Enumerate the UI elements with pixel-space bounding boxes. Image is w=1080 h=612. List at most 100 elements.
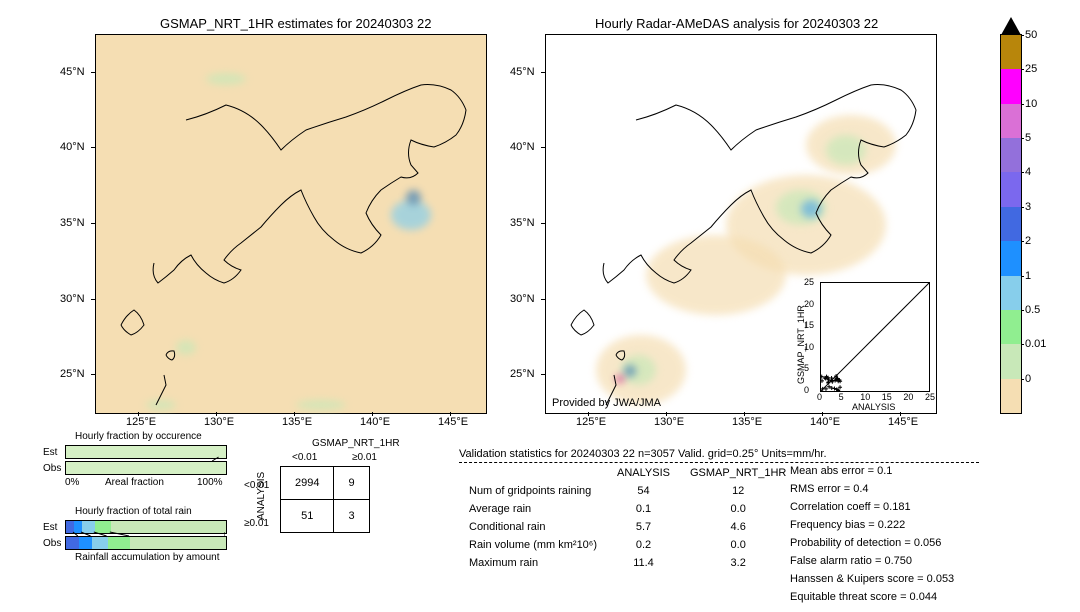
- xlabel-right: 100%: [197, 477, 223, 488]
- colorbar-segment: [1001, 69, 1021, 103]
- cont-col2: ≥0.01: [352, 452, 377, 463]
- inset-xtick: 10: [860, 392, 870, 402]
- tot-title: Hourly fraction of total rain: [75, 506, 192, 517]
- cell-22: 3: [334, 500, 369, 533]
- metric-row: False alarm ratio = 0.750: [790, 552, 954, 570]
- x-tick-label: 125°E: [576, 416, 606, 428]
- inset-ytick: 25: [804, 277, 814, 287]
- cell-11: 2994: [281, 467, 334, 500]
- colorbar-tick-label: 0.5: [1025, 304, 1040, 316]
- metric-row: RMS error = 0.4: [790, 480, 954, 498]
- x-tick-label: 125°E: [126, 416, 156, 428]
- scatter-inset: [820, 282, 930, 392]
- x-tick-label: 145°E: [888, 416, 918, 428]
- x-tick-label: 140°E: [810, 416, 840, 428]
- attribution-label: Provided by JWA/JMA: [552, 397, 661, 409]
- metric-row: Frequency bias = 0.222: [790, 516, 954, 534]
- inset-ylabel: GSMAP_NRT_1HR: [796, 305, 806, 384]
- stats-metrics: Mean abs error = 0.1RMS error = 0.4Corre…: [790, 462, 954, 606]
- metric-row: Hanssen & Kuipers score = 0.053: [790, 570, 954, 588]
- colorbar-tick-label: 5: [1025, 132, 1031, 144]
- xlabel-left: 0%: [65, 477, 79, 488]
- stat-val-a: 5.7: [607, 518, 680, 536]
- col-header-gsmap: GSMAP_NRT_1HR: [680, 464, 796, 482]
- inset-xtick: 15: [882, 392, 892, 402]
- y-tick-label: 25°N: [60, 368, 85, 380]
- metric-row: Mean abs error = 0.1: [790, 462, 954, 480]
- colorbar-tick-label: 1: [1025, 270, 1031, 282]
- metric-row: Probability of detection = 0.056: [790, 534, 954, 552]
- right-map-title: Hourly Radar-AMeDAS analysis for 2024030…: [595, 16, 878, 31]
- y-tick-label: 30°N: [60, 293, 85, 305]
- x-tick-label: 145°E: [438, 416, 468, 428]
- contingency-table: 29949 513: [280, 466, 370, 533]
- y-tick-label: 40°N: [60, 141, 85, 153]
- colorbar-tick-label: 0.01: [1025, 338, 1046, 350]
- colorbar-segment: [1001, 172, 1021, 206]
- stat-row-label: Maximum rain: [459, 554, 607, 572]
- stat-val-a: 0.2: [607, 536, 680, 554]
- colorbar-segment: [1001, 35, 1021, 69]
- occurrence-panel: Hourly fraction by occurence Est Obs 0% …: [65, 445, 265, 515]
- stat-val-b: 3.2: [680, 554, 796, 572]
- y-tick-label: 45°N: [60, 66, 85, 78]
- colorbar-segment: [1001, 104, 1021, 138]
- stat-row-label: Average rain: [459, 500, 607, 518]
- x-tick-label: 140°E: [360, 416, 390, 428]
- inset-xtick: 25: [925, 392, 935, 402]
- figure-root: GSMAP_NRT_1HR estimates for 20240303 22 …: [0, 0, 1080, 612]
- tot-footer: Rainfall accumulation by amount: [75, 552, 220, 563]
- cell-12: 9: [334, 467, 369, 500]
- colorbar-segment: [1001, 138, 1021, 172]
- total-rain-panel: Hourly fraction of total rain Est Obs Ra…: [65, 520, 265, 590]
- cell-21: 51: [281, 500, 334, 533]
- cont-col1: <0.01: [292, 452, 317, 463]
- cont-row1: <0.01: [244, 480, 269, 491]
- stat-val-a: 54: [607, 482, 680, 500]
- x-tick-label: 130°E: [204, 416, 234, 428]
- y-tick-label: 40°N: [510, 141, 535, 153]
- col-header-analysis: ANALYSIS: [607, 464, 680, 482]
- cont-col-header: GSMAP_NRT_1HR: [312, 438, 400, 449]
- colorbar-segment: [1001, 241, 1021, 275]
- metric-row: Correlation coeff = 0.181: [790, 498, 954, 516]
- stat-row-label: Num of gridpoints raining: [459, 482, 607, 500]
- colorbar-tick-label: 50: [1025, 29, 1037, 41]
- stat-row-label: Rain volume (mm km²10⁶): [459, 536, 607, 554]
- inset-xtick: 20: [903, 392, 913, 402]
- colorbar: 502510543210.50.010: [1000, 34, 1022, 414]
- metric-row: Equitable threat score = 0.044: [790, 588, 954, 606]
- left-map: [95, 34, 487, 414]
- occ-title: Hourly fraction by occurence: [75, 431, 202, 442]
- colorbar-segment: [1001, 379, 1021, 413]
- inset-xtick: 0: [817, 392, 822, 402]
- obs-label: Obs: [43, 463, 61, 474]
- stat-row-label: Conditional rain: [459, 518, 607, 536]
- colorbar-segment: [1001, 207, 1021, 241]
- inset-ytick: 0: [804, 385, 809, 395]
- stat-val-b: 4.6: [680, 518, 796, 536]
- y-tick-label: 25°N: [510, 368, 535, 380]
- stat-val-a: 11.4: [607, 554, 680, 572]
- stat-val-b: 0.0: [680, 536, 796, 554]
- est-label: Est: [43, 447, 57, 458]
- inset-xlabel: ANALYSIS: [852, 402, 895, 412]
- inset-xtick: 5: [839, 392, 844, 402]
- xlabel-mid: Areal fraction: [105, 477, 164, 488]
- x-tick-label: 130°E: [654, 416, 684, 428]
- y-tick-label: 45°N: [510, 66, 535, 78]
- stat-val-b: 12: [680, 482, 796, 500]
- colorbar-tick-label: 25: [1025, 63, 1037, 75]
- x-tick-label: 135°E: [732, 416, 762, 428]
- colorbar-arrow-icon: [1001, 17, 1021, 35]
- y-tick-label: 35°N: [510, 217, 535, 229]
- obs-label: Obs: [43, 538, 61, 549]
- stat-val-a: 0.1: [607, 500, 680, 518]
- colorbar-tick-label: 4: [1025, 166, 1031, 178]
- x-tick-label: 135°E: [282, 416, 312, 428]
- coastline-icon: [96, 35, 486, 413]
- est-label: Est: [43, 522, 57, 533]
- stats-header: Validation statistics for 20240303 22 n=…: [459, 448, 827, 460]
- colorbar-segment: [1001, 276, 1021, 310]
- colorbar-segment: [1001, 344, 1021, 378]
